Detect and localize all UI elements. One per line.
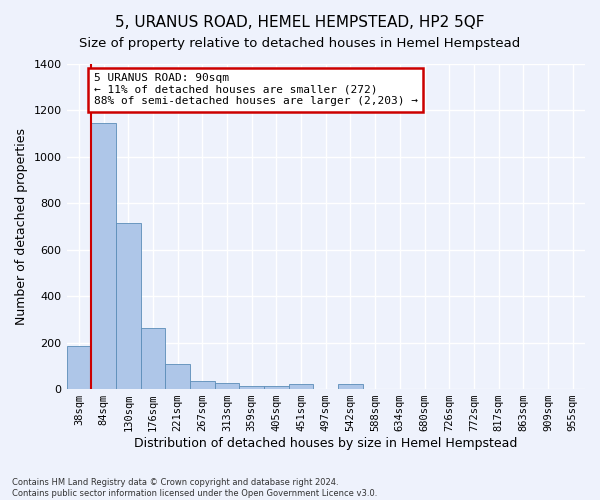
- Bar: [165, 364, 190, 389]
- Bar: [338, 384, 363, 389]
- Bar: [190, 381, 215, 389]
- X-axis label: Distribution of detached houses by size in Hemel Hempstead: Distribution of detached houses by size …: [134, 437, 517, 450]
- Bar: [116, 223, 140, 389]
- Bar: [289, 384, 313, 389]
- Y-axis label: Number of detached properties: Number of detached properties: [15, 128, 28, 325]
- Text: Size of property relative to detached houses in Hemel Hempstead: Size of property relative to detached ho…: [79, 38, 521, 51]
- Bar: [140, 328, 165, 389]
- Text: Contains HM Land Registry data © Crown copyright and database right 2024.
Contai: Contains HM Land Registry data © Crown c…: [12, 478, 377, 498]
- Bar: [264, 386, 289, 389]
- Text: 5 URANUS ROAD: 90sqm
← 11% of detached houses are smaller (272)
88% of semi-deta: 5 URANUS ROAD: 90sqm ← 11% of detached h…: [94, 74, 418, 106]
- Bar: [67, 346, 91, 389]
- Bar: [239, 386, 264, 389]
- Text: 5, URANUS ROAD, HEMEL HEMPSTEAD, HP2 5QF: 5, URANUS ROAD, HEMEL HEMPSTEAD, HP2 5QF: [115, 15, 485, 30]
- Bar: [91, 123, 116, 389]
- Bar: [215, 382, 239, 389]
